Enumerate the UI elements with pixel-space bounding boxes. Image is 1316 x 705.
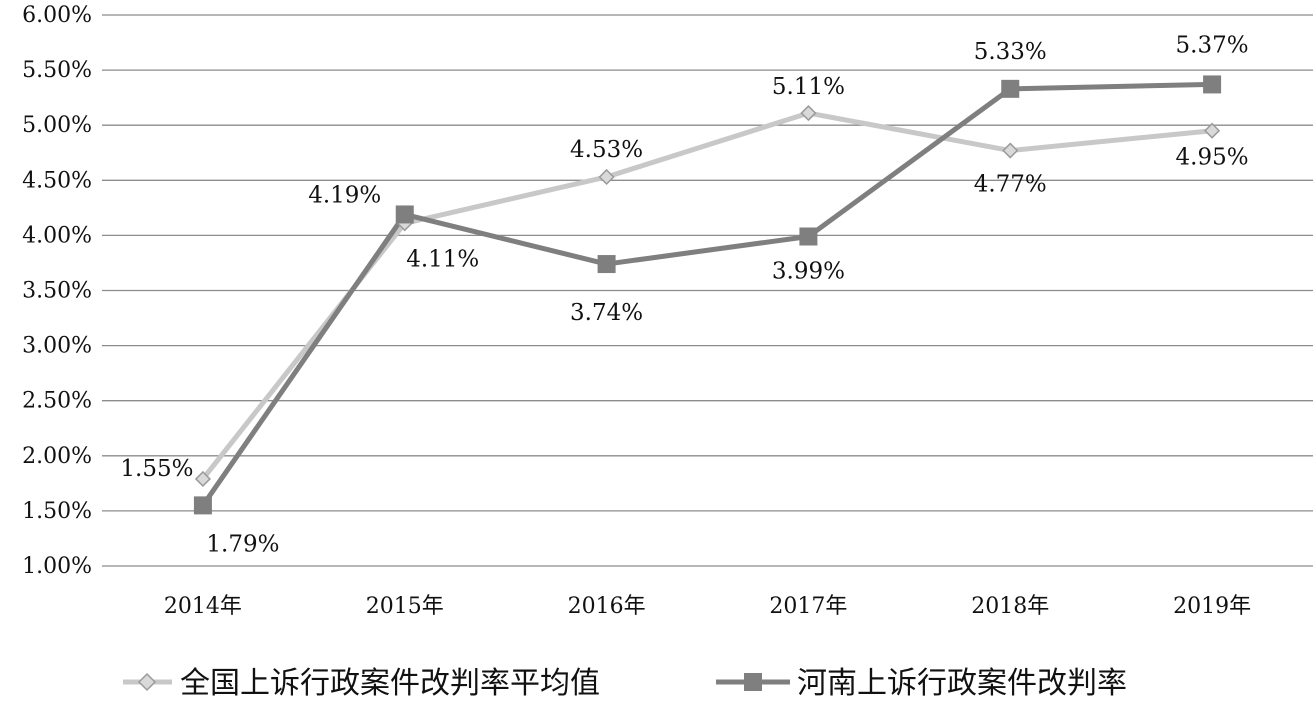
data-point-diamond <box>194 470 211 488</box>
y-tick-label: 1.00% <box>22 554 92 579</box>
y-tick-label: 2.50% <box>22 389 92 414</box>
data-point-square <box>799 227 818 246</box>
data-label: 4.19% <box>308 182 381 208</box>
data-label: 5.33% <box>974 39 1047 65</box>
y-tick-label: 4.50% <box>22 168 92 193</box>
data-label: 5.11% <box>772 74 845 100</box>
y-tick-label: 3.00% <box>22 334 92 359</box>
legend-label: 河南上诉行政案件改判率 <box>797 666 1127 700</box>
data-label: 4.77% <box>974 172 1047 198</box>
legend-square-marker <box>744 673 762 691</box>
x-tick-label: 2018年 <box>971 594 1049 619</box>
data-point-square <box>597 255 616 274</box>
data-label: 4.53% <box>570 137 643 163</box>
data-point-diamond <box>598 168 615 186</box>
x-tick-label: 2019年 <box>1173 594 1251 619</box>
data-label: 4.11% <box>406 246 479 272</box>
data-point-square <box>193 496 212 515</box>
data-label: 4.95% <box>1176 145 1249 171</box>
y-tick-label: 1.50% <box>22 499 92 524</box>
data-label: 1.79% <box>206 531 279 557</box>
series-line-1 <box>200 110 1213 481</box>
x-tick-label: 2015年 <box>366 594 444 619</box>
data-point-square <box>1001 79 1020 98</box>
x-tick-label: 2017年 <box>769 594 847 619</box>
y-tick-label: 4.00% <box>22 223 92 248</box>
data-point-square <box>395 205 414 224</box>
series-line-2 <box>200 81 1213 507</box>
legend-diamond-marker <box>137 672 157 692</box>
y-tick-label: 6.00% <box>22 3 92 28</box>
x-tick-label: 2016年 <box>568 594 646 619</box>
x-tick-label: 2014年 <box>164 594 242 619</box>
data-point-diamond <box>1204 122 1221 139</box>
data-label: 1.55% <box>120 456 193 482</box>
data-label: 3.74% <box>570 300 643 326</box>
data-point-diamond <box>800 105 817 122</box>
y-tick-label: 5.50% <box>22 58 92 83</box>
y-tick-label: 2.00% <box>22 444 92 469</box>
data-point-diamond <box>1002 142 1019 159</box>
legend-label: 全国上诉行政案件改判率平均值 <box>180 666 600 700</box>
data-point-square <box>1203 75 1222 94</box>
y-tick-label: 3.50% <box>22 279 92 304</box>
data-label: 5.37% <box>1176 32 1249 58</box>
y-tick-label: 5.00% <box>22 113 92 138</box>
data-label: 3.99% <box>772 259 845 285</box>
